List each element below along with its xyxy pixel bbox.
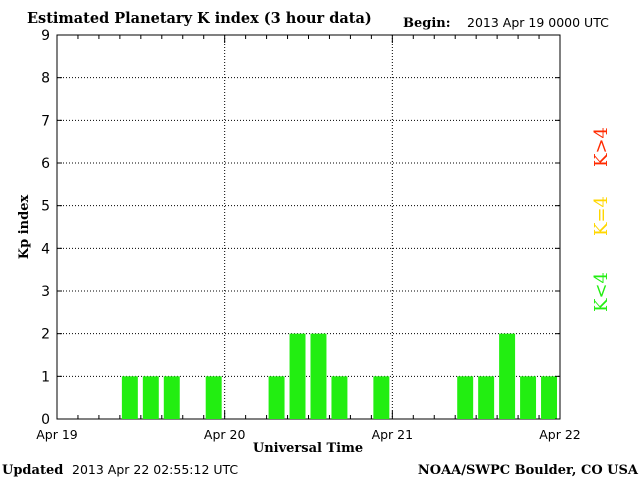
bar-12 bbox=[310, 333, 327, 419]
x-axis-label: Universal Time bbox=[253, 441, 363, 456]
credit: NOAA/SWPC Boulder, CO USA bbox=[418, 463, 639, 478]
x-axis: Apr 19 Apr 20 Apr 21 Apr 22 bbox=[36, 35, 581, 442]
x-tick-label-2: Apr 21 bbox=[372, 427, 414, 442]
bar-3 bbox=[121, 376, 138, 419]
x-tick-label-1: Apr 20 bbox=[204, 427, 246, 442]
y-tick-label-2: 2 bbox=[41, 327, 50, 343]
bar-7 bbox=[205, 376, 222, 419]
x-tick-label-0: Apr 19 bbox=[36, 427, 78, 442]
legend-k-eq-4: K=4 bbox=[591, 196, 612, 236]
bar-4 bbox=[142, 376, 159, 419]
y-axis: 0 1 2 3 4 5 6 7 8 9 bbox=[41, 28, 560, 428]
y-tick-label-8: 8 bbox=[41, 71, 50, 87]
updated-value: 2013 Apr 22 02:55:12 UTC bbox=[72, 462, 238, 477]
bar-21 bbox=[499, 333, 516, 419]
bar-22 bbox=[520, 376, 537, 419]
bar-series bbox=[121, 333, 557, 419]
gridlines bbox=[57, 35, 560, 419]
bar-15 bbox=[373, 376, 390, 419]
bar-23 bbox=[541, 376, 557, 419]
begin-label: Begin: bbox=[403, 16, 451, 31]
bar-20 bbox=[478, 376, 495, 419]
plot-area bbox=[56, 34, 561, 420]
bar-11 bbox=[289, 333, 306, 419]
legend-k-lt-4: K<4 bbox=[591, 272, 612, 312]
y-tick-label-6: 6 bbox=[41, 156, 50, 172]
y-axis-label: Kp index bbox=[17, 195, 32, 260]
bar-5 bbox=[163, 376, 180, 419]
updated-label: Updated bbox=[2, 463, 63, 478]
y-tick-label-5: 5 bbox=[41, 199, 50, 215]
y-tick-label-0: 0 bbox=[41, 412, 50, 428]
y-tick-label-4: 4 bbox=[41, 241, 50, 257]
bar-19 bbox=[457, 376, 474, 419]
bar-10 bbox=[268, 376, 285, 419]
x-tick-label-3: Apr 22 bbox=[539, 427, 581, 442]
begin-value: 2013 Apr 19 0000 UTC bbox=[467, 15, 609, 30]
y-tick-label-3: 3 bbox=[41, 284, 50, 300]
chart-title: Estimated Planetary K index (3 hour data… bbox=[27, 10, 372, 27]
y-tick-label-9: 9 bbox=[41, 28, 50, 44]
y-tick-label-7: 7 bbox=[41, 113, 50, 129]
bar-13 bbox=[331, 376, 348, 419]
y-tick-label-1: 1 bbox=[41, 369, 50, 385]
legend: K>4 K=4 K<4 bbox=[591, 127, 612, 312]
legend-k-gt-4: K>4 bbox=[591, 127, 612, 167]
